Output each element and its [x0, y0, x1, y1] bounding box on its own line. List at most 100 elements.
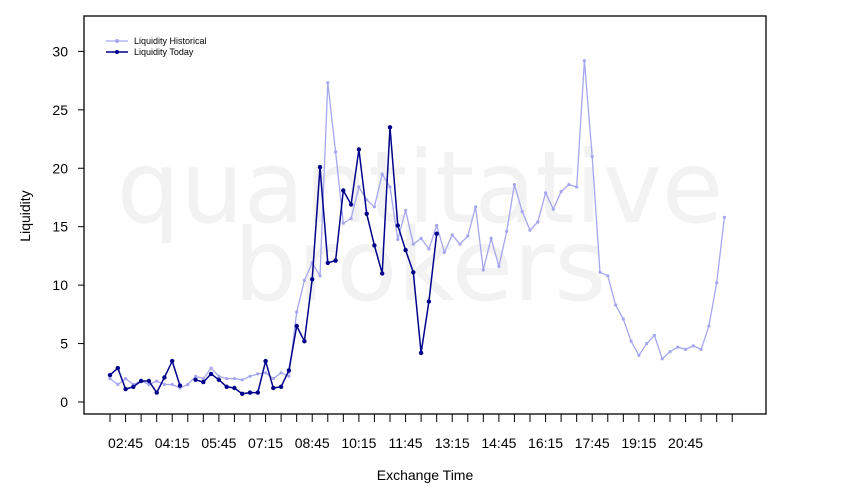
data-point [326, 81, 330, 85]
data-point [295, 310, 299, 314]
watermark-line-1: quantitative [117, 129, 724, 246]
x-tick-label: 10:15 [341, 435, 376, 451]
legend-label: Liquidity Historical [134, 36, 207, 46]
data-point [271, 385, 276, 391]
data-point [489, 236, 493, 240]
data-point [722, 215, 727, 219]
data-point [582, 59, 587, 63]
data-point [466, 234, 470, 238]
data-point [567, 183, 571, 187]
x-tick-label: 20:45 [668, 435, 703, 451]
legend-marker [115, 50, 119, 54]
x-tick-label: 08:45 [295, 435, 330, 451]
data-point [707, 324, 711, 328]
data-point [325, 260, 330, 266]
data-point [286, 368, 292, 373]
data-point [240, 378, 244, 382]
data-point [194, 374, 198, 378]
data-point [349, 216, 353, 221]
data-point [426, 299, 432, 304]
y-tick-label: 5 [60, 336, 68, 352]
data-point [365, 198, 369, 202]
series-line [109, 359, 181, 395]
data-point [544, 191, 548, 195]
x-tick-label: 14:45 [481, 435, 516, 451]
y-tick-label: 20 [52, 160, 68, 176]
data-point [442, 250, 446, 254]
data-point [294, 323, 299, 329]
data-point [186, 382, 190, 387]
data-point [645, 342, 649, 346]
series-line [109, 60, 726, 389]
data-point [450, 233, 454, 237]
data-point [146, 378, 152, 384]
y-tick-label: 0 [60, 394, 68, 410]
data-point [170, 358, 175, 364]
data-point [310, 277, 315, 282]
data-point [209, 366, 213, 370]
data-point [676, 345, 680, 349]
data-point [348, 202, 354, 207]
y-tick-label: 10 [52, 277, 68, 293]
data-point [528, 228, 532, 232]
data-point [341, 188, 346, 193]
data-point [341, 221, 345, 225]
data-point [138, 378, 144, 384]
data-point [318, 274, 322, 278]
data-point [411, 242, 415, 246]
data-point [380, 271, 385, 276]
data-point [427, 247, 431, 251]
data-point [629, 339, 633, 343]
x-axis: 02:45 04:15 05:45 07:15 08:45 10:15 11:45 13:15… [108, 414, 733, 451]
data-point [162, 375, 167, 380]
data-point [520, 209, 524, 214]
data-point [232, 385, 237, 391]
data-point [131, 384, 136, 389]
data-point [255, 390, 260, 395]
data-point [715, 281, 719, 285]
data-point [116, 382, 120, 387]
y-tick-label: 25 [52, 102, 68, 118]
data-point [396, 237, 400, 242]
data-point [264, 371, 268, 375]
data-point [263, 358, 268, 364]
legend-marker [115, 39, 119, 43]
y-axis-title: Liquidity [17, 190, 33, 241]
data-point [512, 183, 517, 187]
data-point [201, 379, 206, 385]
data-point [364, 211, 369, 216]
data-point [505, 229, 509, 233]
data-point [419, 236, 423, 240]
data-point [551, 207, 555, 211]
series-historical [108, 59, 727, 390]
data-point [621, 317, 625, 321]
data-point [691, 344, 695, 348]
x-axis-title: Exchange Time [377, 467, 474, 483]
data-point [279, 371, 283, 375]
data-point [474, 205, 478, 209]
data-point [357, 185, 361, 189]
data-point [372, 205, 376, 209]
data-point [232, 377, 236, 381]
data-point [380, 172, 384, 176]
x-tick-label: 05:45 [201, 435, 236, 451]
data-point [660, 357, 664, 361]
data-point [411, 270, 416, 275]
data-point [247, 390, 253, 395]
x-tick-label: 16:15 [528, 435, 563, 451]
data-point [147, 382, 151, 387]
data-point [155, 379, 159, 383]
watermark: quantitative brokers [117, 129, 724, 324]
data-point [404, 208, 408, 212]
data-point [170, 382, 174, 387]
data-point [108, 377, 112, 381]
data-point [177, 383, 183, 388]
data-point [333, 258, 338, 263]
data-point [637, 353, 641, 357]
data-point [481, 268, 485, 272]
data-point [201, 377, 205, 381]
data-point [271, 377, 275, 381]
y-tick-label: 30 [52, 43, 68, 59]
